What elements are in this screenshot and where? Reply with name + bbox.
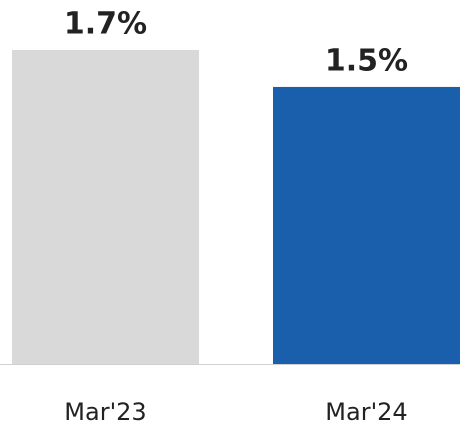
value-label: 1.5% <box>325 43 408 78</box>
x-tick-label: Mar'23 <box>64 398 146 426</box>
bar <box>273 86 460 365</box>
bar <box>12 50 199 364</box>
value-label: 1.7% <box>64 7 147 42</box>
x-tick-label: Mar'24 <box>325 398 407 426</box>
